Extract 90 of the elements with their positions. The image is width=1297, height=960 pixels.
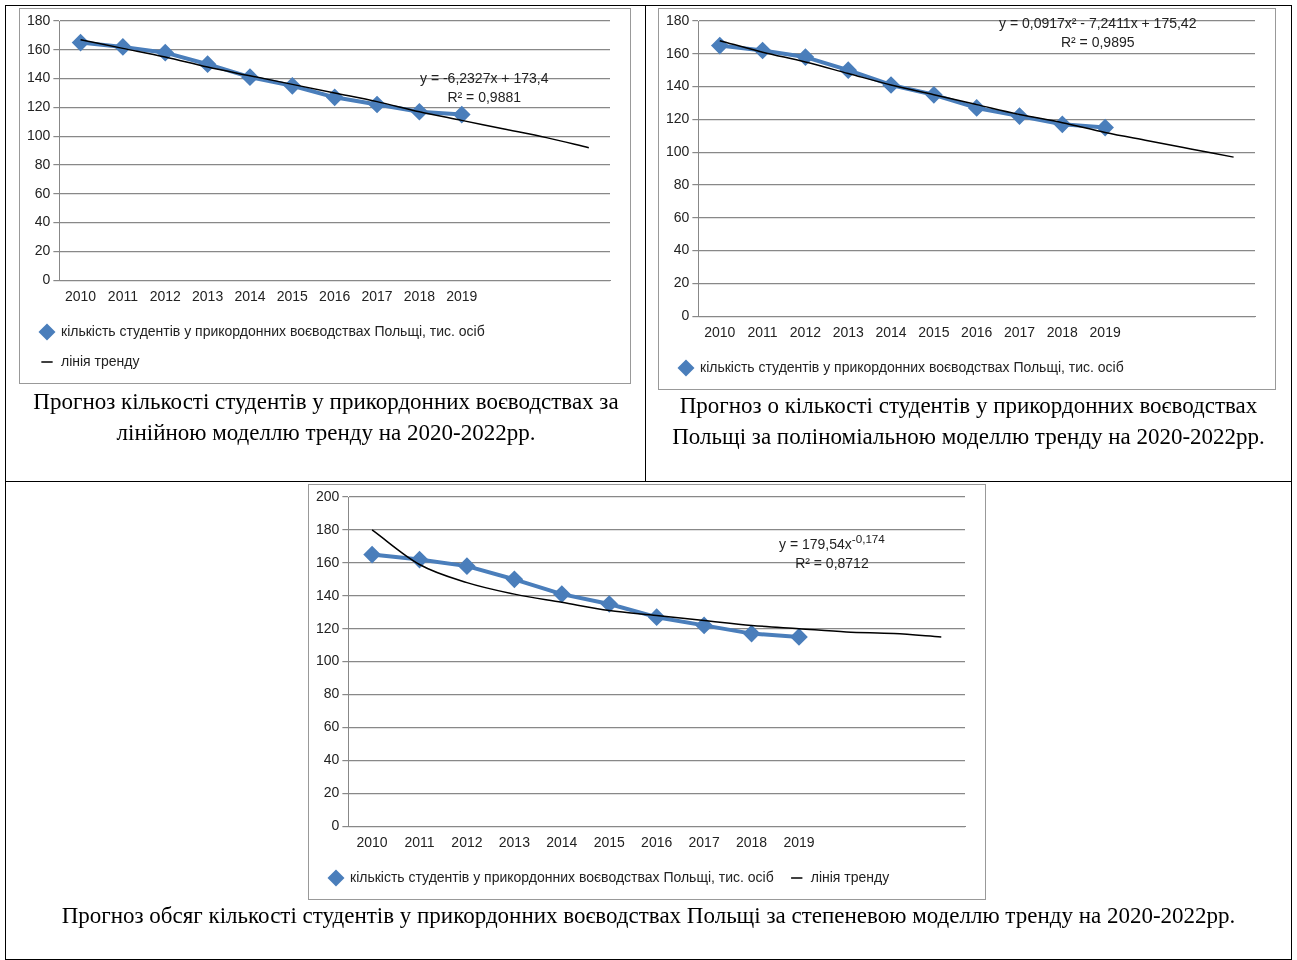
point — [711, 37, 728, 54]
y-tick-label: 60 — [673, 208, 690, 225]
x-tick-label: 2016 — [961, 324, 993, 341]
y-tick-label: 140 — [316, 586, 340, 603]
x-tick-label: 2011 — [107, 288, 139, 305]
x-tick-label: 2017 — [688, 834, 720, 851]
annotation: R² = 0,8712 — [795, 554, 869, 571]
legend-label: кількість студентів у прикордонних воєводствах Польщі, тис. осіб — [350, 868, 774, 885]
x-tick-label: 2013 — [192, 288, 224, 305]
x-tick-label: 2019 — [1089, 324, 1121, 341]
y-tick-label: 0 — [681, 307, 690, 324]
annotation: R² = 0,9895 — [1060, 34, 1135, 50]
x-tick-label: 2012 — [149, 288, 182, 305]
y-tick-label: 120 — [666, 110, 690, 127]
x-tick-label: 2014 — [875, 324, 907, 341]
y-tick-label: 80 — [323, 685, 340, 702]
x-tick-label: 2014 — [234, 288, 266, 305]
y-tick-label: 20 — [673, 274, 690, 291]
point — [458, 558, 475, 575]
x-tick-label: 2015 — [276, 288, 309, 305]
annotation: y = 0,0917x² - 7,2411x + 175,42 — [999, 15, 1197, 31]
x-tick-label: 2011 — [404, 834, 435, 851]
y-tick-label: 180 — [316, 520, 340, 537]
x-tick-label: 2015 — [918, 324, 950, 341]
y-tick-label: 200 — [316, 487, 340, 504]
y-tick-label: 140 — [27, 69, 51, 86]
legend-label: кількість студентів у прикордонних воєводствах Польщі, тис. осіб — [61, 322, 485, 339]
text: Прогноз обсяг кількості студентів у прикордонних воєводствах Польщі за степеневою моделлю тренду на 2020-2022рр. — [60, 902, 1237, 930]
x-tick-label: 2018 — [735, 834, 768, 851]
y-tick-label: 20 — [34, 242, 51, 259]
point — [743, 625, 760, 642]
x-tick-label: 2012 — [789, 324, 822, 341]
y-tick-label: 40 — [673, 241, 690, 258]
x-tick-label: 2018 — [1046, 324, 1079, 341]
point — [326, 89, 343, 106]
x-tick-label: 2019 — [783, 834, 815, 851]
y-tick-label: 100 — [27, 127, 51, 144]
y-tick-label: 0 — [331, 817, 340, 834]
point — [453, 106, 470, 123]
y-tick-label: 180 — [27, 11, 51, 28]
point — [797, 49, 814, 66]
x-tick-label: 2013 — [832, 324, 864, 341]
y-tick-label: 80 — [34, 155, 51, 172]
y-tick-label: 140 — [666, 77, 690, 94]
x-tick-label: 2017 — [1003, 324, 1036, 341]
point — [364, 546, 381, 563]
y-tick-label: 100 — [316, 652, 340, 669]
point — [72, 34, 89, 51]
legend-label: лінія тренду — [810, 868, 890, 885]
x-tick-label: 2018 — [403, 288, 436, 305]
y-tick-label: 20 — [323, 784, 340, 801]
point — [790, 628, 807, 645]
x-tick-label: 2017 — [361, 288, 393, 305]
y-tick-label: 40 — [34, 213, 51, 230]
y-tick-label: 120 — [316, 619, 340, 636]
point — [696, 617, 713, 634]
y-tick-label: 160 — [27, 40, 51, 57]
y-tick-label: 60 — [323, 718, 340, 735]
y-tick-label: 80 — [673, 175, 690, 192]
y-tick-label: 120 — [27, 98, 51, 115]
y-tick-label: 60 — [34, 184, 51, 201]
x-tick-label: 2015 — [593, 834, 626, 851]
point — [553, 586, 570, 603]
point — [1097, 119, 1114, 136]
y-tick-label: 180 — [666, 11, 690, 28]
text: Прогноз о кількості студентів у прикордонних воєводствах Польщі за поліноміальною моделлю тренду на 2020-2022рр. — [671, 392, 1266, 451]
y-tick-label: 160 — [316, 553, 340, 570]
annotation: y = -6,2327x + 173,4 — [420, 70, 549, 86]
annotation: y = 179,54x$^{-0,174}$ — [779, 532, 885, 552]
annotation: R² = 0,9881 — [447, 89, 521, 105]
legend-label: лінія тренду — [61, 352, 140, 369]
x-tick-label: 2010 — [704, 324, 736, 341]
legend-label: кількість студентів у прикордонних воєводствах Польщі, тис. осіб — [700, 358, 1124, 375]
x-tick-label: 2010 — [64, 288, 97, 305]
x-tick-label: 2019 — [446, 288, 478, 305]
y-tick-label: 0 — [42, 271, 51, 288]
y-tick-label: 100 — [666, 143, 690, 160]
point — [157, 44, 174, 61]
x-tick-label: 2016 — [641, 834, 673, 851]
y-tick-label: 160 — [666, 44, 690, 61]
point — [506, 571, 523, 588]
x-tick-label: 2014 — [546, 834, 578, 851]
y-tick-label: 40 — [323, 751, 340, 768]
x-tick-label: 2016 — [319, 288, 351, 305]
x-tick-label: 2013 — [498, 834, 531, 851]
x-tick-label: 2010 — [356, 834, 388, 851]
x-tick-label: 2012 — [451, 834, 483, 851]
x-tick-label: 2011 — [747, 324, 778, 341]
point — [601, 595, 618, 612]
text: Прогноз кількості студентів у прикордонних воєводствах за лінійною моделлю тренду на 2020-2022рр. — [32, 388, 620, 447]
